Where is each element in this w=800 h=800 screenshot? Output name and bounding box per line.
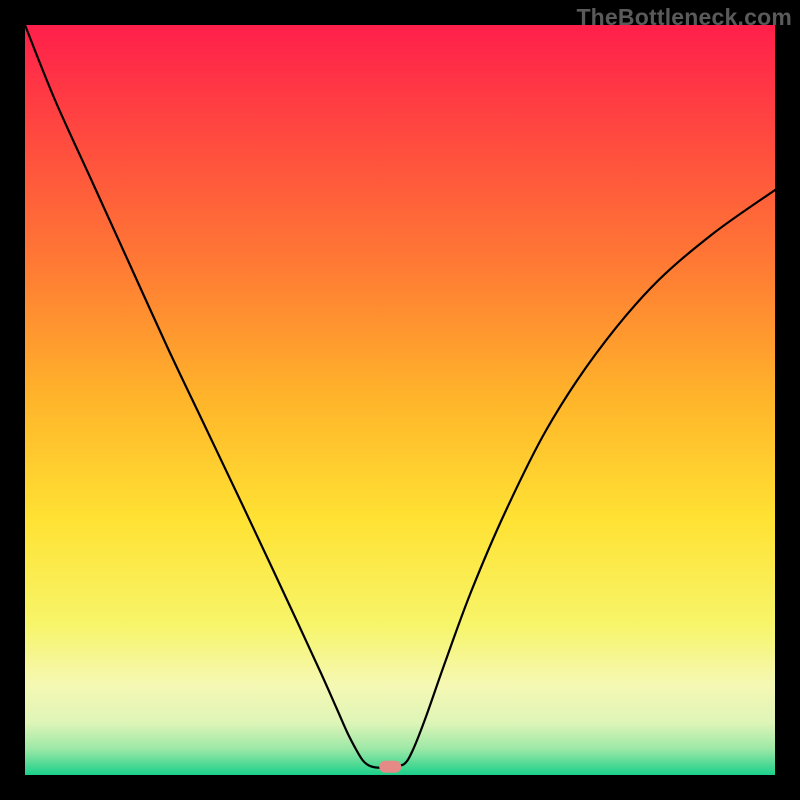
plot-area [25, 25, 775, 775]
chart-background [25, 25, 775, 775]
chart-stage: TheBottleneck.com [0, 0, 800, 800]
optimum-marker [379, 761, 401, 773]
bottleneck-curve-chart [25, 25, 775, 775]
